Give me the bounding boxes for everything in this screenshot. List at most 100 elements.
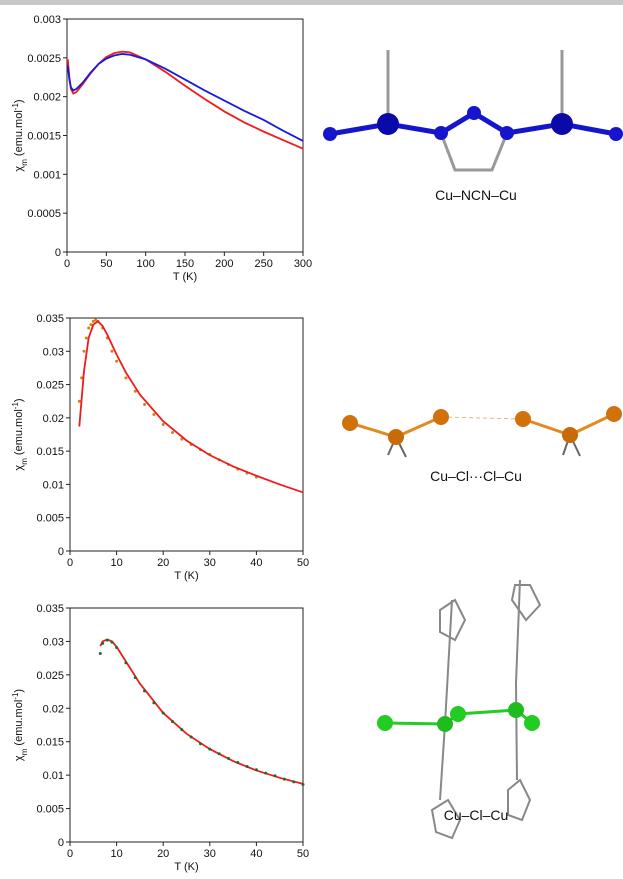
y-tick-label: 0.015 — [36, 737, 64, 749]
data-point — [124, 376, 127, 379]
y-label-part: ) — [13, 689, 25, 693]
fit-line — [68, 52, 303, 149]
data-point — [143, 403, 146, 406]
data-point — [115, 360, 118, 363]
data-point — [85, 336, 88, 339]
structure-label: Cu–Cl–Cu — [444, 807, 509, 823]
y-tick-label: 0.0025 — [27, 53, 61, 65]
data-point — [171, 720, 174, 723]
x-tick-label: 20 — [157, 557, 169, 569]
data-point — [110, 350, 113, 353]
data-point — [124, 661, 127, 664]
x-tick-label: 30 — [204, 557, 216, 569]
page: 00.00050.0010.00150.0020.00250.003050100… — [0, 0, 623, 879]
data-point — [255, 768, 258, 771]
data-point — [180, 728, 183, 731]
data-point — [110, 641, 113, 644]
data-point — [236, 761, 239, 764]
x-tick-label: 10 — [110, 848, 122, 860]
x-tick-label: 20 — [157, 848, 169, 860]
y-tick-label: 0.0005 — [27, 208, 61, 220]
y-tick-label: 0.025 — [36, 670, 64, 682]
structure-label: Cu–Cl···Cl–Cu — [430, 468, 522, 484]
top-bar — [0, 0, 623, 5]
x-axis-label: T (K) — [174, 861, 198, 873]
data-point — [218, 752, 221, 755]
y-axis-label: χm (emu.mol-1) — [11, 689, 29, 761]
data-point — [227, 757, 230, 760]
molecule-clcl — [342, 406, 622, 457]
y-tick-label: 0 — [58, 837, 64, 849]
y-tick-label: 0.001 — [33, 169, 61, 181]
data-point — [78, 400, 81, 403]
x-tick-label: 40 — [250, 557, 262, 569]
data-point — [274, 774, 277, 777]
fit-line — [100, 639, 303, 783]
y-label-part: (emu.mol — [13, 110, 25, 159]
y-axis-label: χm (emu.mol-1) — [11, 398, 29, 470]
data-point — [171, 431, 174, 434]
data-point — [152, 413, 155, 416]
y-tick-label: 0.035 — [36, 313, 64, 325]
data-point — [264, 772, 267, 775]
data-point — [115, 646, 118, 649]
x-tick-label: 50 — [297, 848, 309, 860]
data-point — [162, 711, 165, 714]
x-tick-label: 300 — [294, 258, 312, 270]
data-point — [283, 778, 286, 781]
figure: 00.00050.0010.00150.0020.00250.003050100… — [0, 0, 623, 879]
data-point — [199, 742, 202, 745]
y-tick-label: 0.01 — [43, 479, 64, 491]
y-tick-label: 0.0015 — [27, 131, 61, 143]
x-axis-label: T (K) — [173, 271, 197, 283]
data-point — [208, 748, 211, 751]
data-point — [152, 701, 155, 704]
y-label-part: ) — [13, 99, 25, 103]
data-point — [143, 689, 146, 692]
y-tick-label: 0.01 — [43, 770, 64, 782]
y-tick-label: 0.015 — [36, 446, 64, 458]
data-point — [99, 652, 102, 655]
y-tick-label: 0.002 — [33, 92, 61, 104]
y-tick-label: 0.005 — [36, 804, 64, 816]
y-tick-label: 0.02 — [43, 413, 64, 425]
y-tick-label: 0.02 — [43, 703, 64, 715]
x-tick-label: 250 — [254, 258, 272, 270]
y-tick-label: 0.025 — [36, 380, 64, 392]
molecule-ncn — [323, 50, 623, 170]
y-label-part: (emu.mol — [13, 700, 25, 749]
y-label-part: (emu.mol — [13, 409, 25, 458]
data-point — [190, 736, 193, 739]
y-tick-label: 0.03 — [43, 346, 64, 358]
plot-frame — [70, 318, 303, 551]
y-tick-label: 0.035 — [36, 603, 64, 615]
x-tick-label: 10 — [110, 557, 122, 569]
data-point — [87, 326, 90, 329]
x-tick-label: 0 — [67, 557, 73, 569]
x-tick-label: 40 — [250, 848, 262, 860]
y-tick-label: 0.003 — [33, 14, 61, 26]
data-point — [101, 642, 104, 645]
x-tick-label: 50 — [297, 557, 309, 569]
x-tick-label: 50 — [100, 258, 112, 270]
x-tick-label: 200 — [215, 258, 233, 270]
y-tick-label: 0.005 — [36, 513, 64, 525]
data-point — [106, 639, 109, 642]
x-tick-label: 0 — [67, 848, 73, 860]
data-point — [292, 780, 295, 783]
x-tick-label: 150 — [176, 258, 194, 270]
fit-line — [79, 321, 303, 492]
data-point — [134, 676, 137, 679]
structure-label: Cu–NCN–Cu — [435, 187, 517, 203]
x-tick-label: 30 — [204, 848, 216, 860]
x-tick-label: 100 — [136, 258, 154, 270]
x-axis-label: T (K) — [174, 570, 198, 582]
data-point — [302, 783, 305, 786]
y-axis-label: χm (emu.mol-1) — [11, 99, 29, 171]
molecule-clcu — [377, 580, 540, 838]
y-label-part: ) — [13, 398, 25, 402]
plot-frame — [67, 19, 303, 252]
data-point — [246, 765, 249, 768]
plot-frame — [70, 608, 303, 842]
fit-line — [68, 54, 303, 141]
